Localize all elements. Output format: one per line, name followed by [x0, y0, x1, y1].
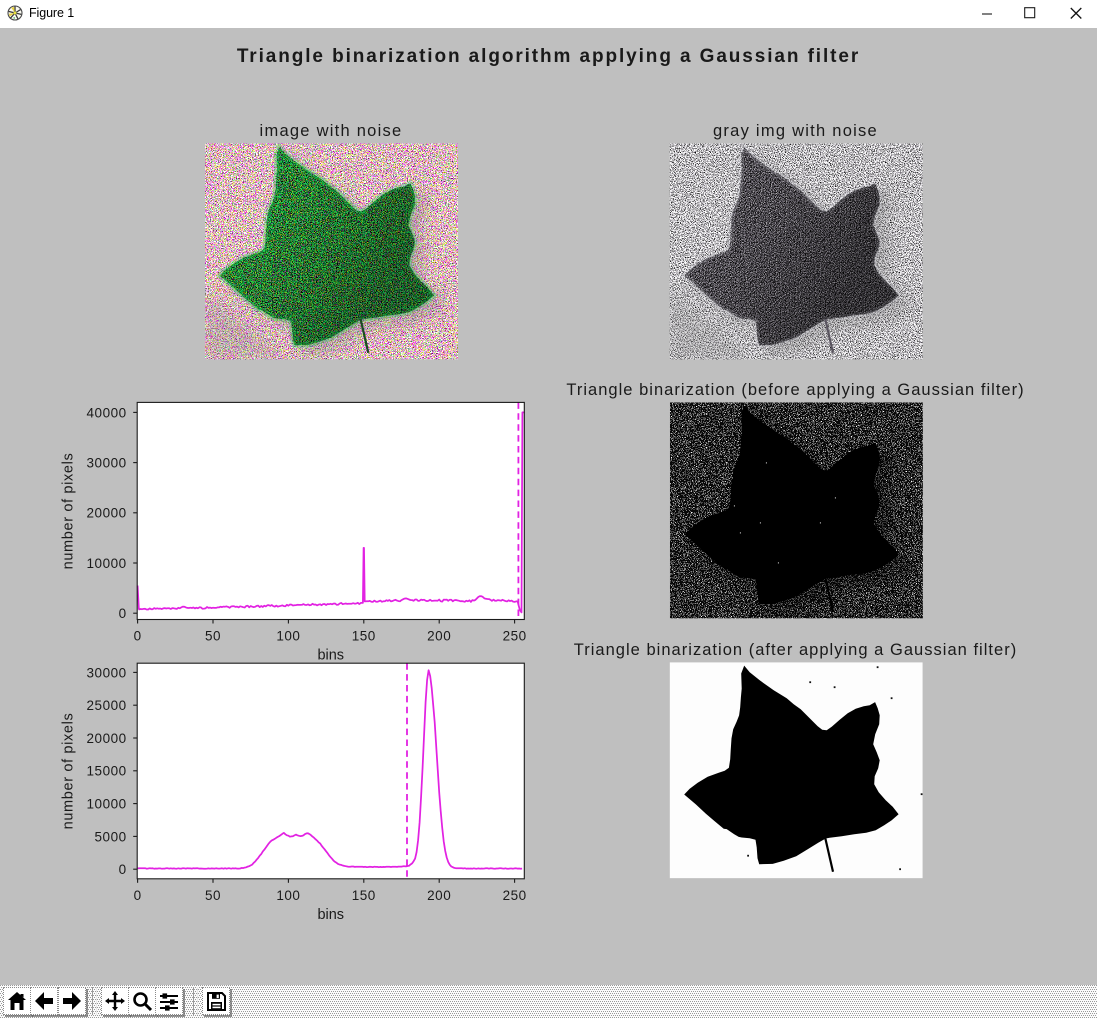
svg-text:0: 0	[119, 862, 127, 877]
svg-text:0: 0	[134, 628, 142, 643]
svg-text:bins: bins	[317, 907, 344, 923]
svg-text:0: 0	[119, 606, 127, 621]
svg-text:30000: 30000	[87, 665, 127, 680]
svg-text:250: 250	[503, 628, 527, 643]
svg-text:10000: 10000	[87, 797, 127, 812]
svg-text:15000: 15000	[87, 764, 127, 779]
svg-text:25000: 25000	[87, 698, 127, 713]
svg-text:20000: 20000	[87, 731, 127, 746]
svg-text:50: 50	[205, 628, 221, 643]
svg-text:Triangle binarization (before: Triangle binarization (before applying a…	[566, 381, 1024, 399]
svg-text:50: 50	[205, 888, 221, 903]
svg-text:bins: bins	[317, 647, 344, 663]
svg-text:250: 250	[503, 888, 527, 903]
svg-text:200: 200	[427, 888, 451, 903]
svg-text:5000: 5000	[95, 829, 127, 844]
svg-text:40000: 40000	[87, 405, 127, 420]
svg-text:Triangle binarization algorith: Triangle binarization algorithm applying…	[237, 46, 860, 67]
svg-text:100: 100	[276, 628, 300, 643]
svg-text:150: 150	[352, 628, 376, 643]
svg-text:100: 100	[276, 888, 300, 903]
svg-text:number of pixels: number of pixels	[61, 713, 77, 830]
svg-text:number of pixels: number of pixels	[61, 453, 77, 570]
svg-text:20000: 20000	[87, 506, 127, 521]
svg-text:image with noise: image with noise	[260, 122, 403, 140]
svg-text:150: 150	[352, 888, 376, 903]
svg-text:gray img with noise: gray img with noise	[713, 122, 878, 140]
svg-text:30000: 30000	[87, 456, 127, 471]
svg-text:Triangle binarization (after a: Triangle binarization (after applying a …	[574, 641, 1018, 659]
svg-text:0: 0	[134, 888, 142, 903]
svg-text:200: 200	[427, 628, 451, 643]
svg-text:10000: 10000	[87, 556, 127, 571]
